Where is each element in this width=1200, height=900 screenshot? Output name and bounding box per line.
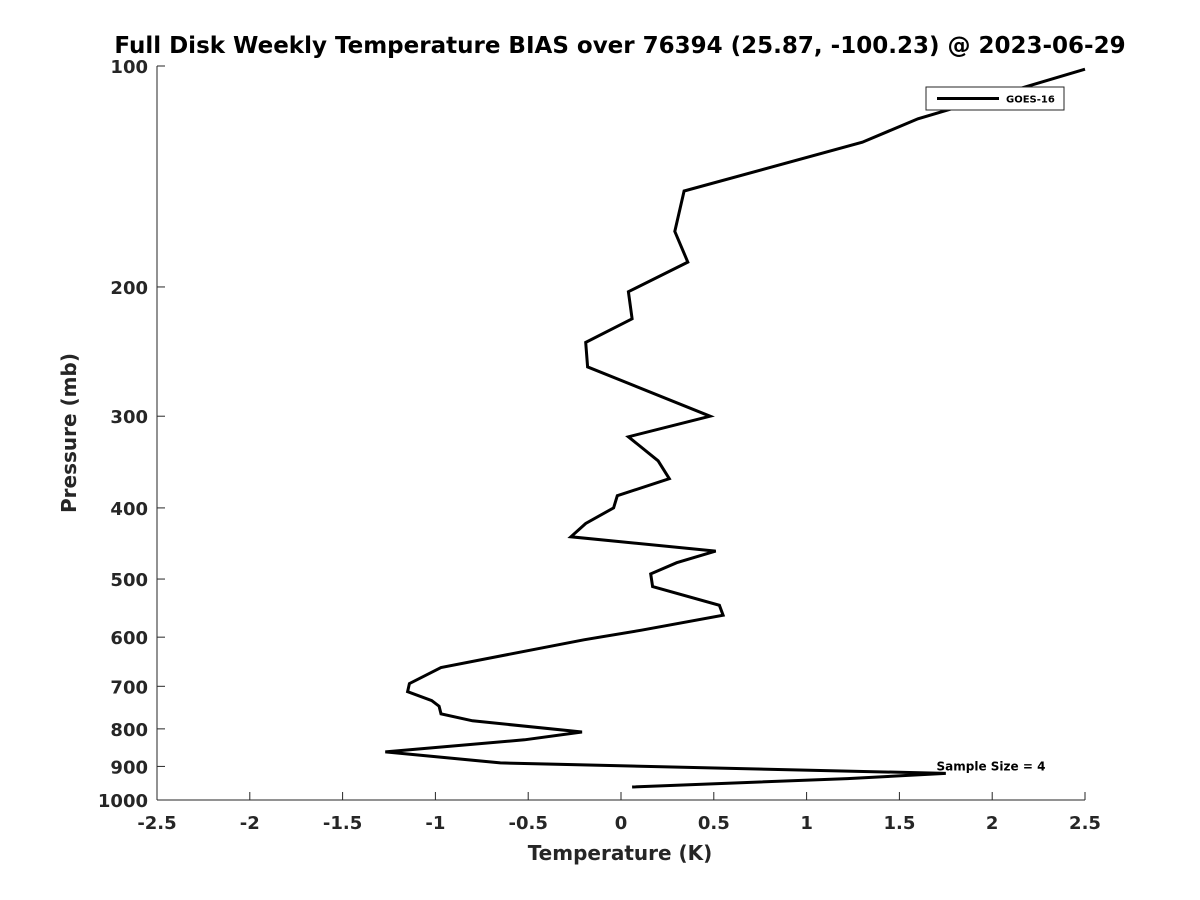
x-tick-label: -2.5 — [137, 813, 176, 834]
legend-entry-label: GOES-16 — [1006, 95, 1055, 106]
x-tick-label: 1.5 — [883, 813, 915, 834]
y-tick-label: 500 — [110, 570, 148, 591]
x-tick-label: -0.5 — [509, 813, 548, 834]
chart-title: Full Disk Weekly Temperature BIAS over 7… — [114, 33, 1125, 59]
plot-area: -2.5 -2 -1.5 -1 -0.5 0 0.5 1 1.5 2 2.5 100 200 300 400… — [98, 57, 1101, 834]
series-line-goes-16 — [385, 67, 1086, 789]
x-tick-label: 2.5 — [1069, 813, 1101, 834]
y-tick-label: 600 — [110, 628, 148, 649]
x-tick-label: -1.5 — [323, 813, 362, 834]
x-tick-label: -2 — [240, 813, 260, 834]
x-tick-label: 2 — [986, 813, 999, 834]
y-tick-label: 300 — [110, 407, 148, 428]
x-tick-label: -1 — [425, 813, 445, 834]
x-tick-label: 0 — [615, 813, 628, 834]
y-tick-label: 200 — [110, 278, 148, 299]
x-tick-label: 1 — [800, 813, 813, 834]
y-tick-label: 400 — [110, 499, 148, 520]
x-axis-label: Temperature (K) — [528, 841, 713, 865]
y-axis-label: Pressure (mb) — [57, 353, 81, 513]
y-tick-label: 100 — [110, 57, 148, 78]
y-tick-label: 900 — [110, 757, 148, 778]
y-tick-label: 1000 — [98, 791, 148, 812]
y-tick-label: 700 — [110, 677, 148, 698]
y-tick-label: 800 — [110, 720, 148, 741]
x-tick-label: 0.5 — [698, 813, 730, 834]
sample-size-annotation: Sample Size = 4 — [937, 759, 1046, 773]
